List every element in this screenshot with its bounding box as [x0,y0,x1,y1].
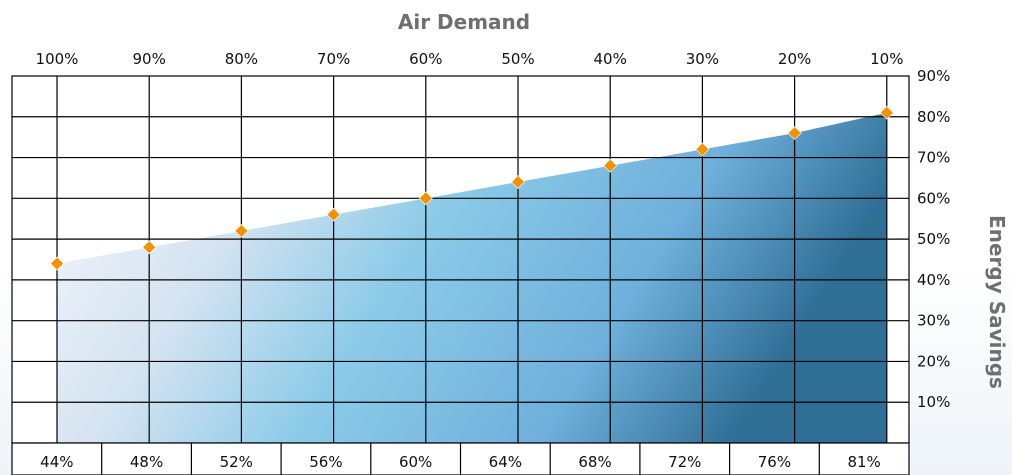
bottom-value-label: 48% [130,453,163,471]
y-tick-label: 30% [917,312,950,330]
x-axis-top-ticks: 100% 90% 80% 70% 60% 50% 40% 30% 20% 10% [36,50,904,68]
bottom-value-row: 44% 48% 52% 56% 60% 64% 68% 72% 76% 81% [12,443,909,475]
bottom-value-label: 44% [40,453,73,471]
x-top-tick-label: 100% [36,50,79,68]
y-axis-ticks: 90% 80% 70% 60% 50% 40% 30% 20% 10% [917,67,950,411]
bottom-value-label: 72% [668,453,701,471]
x-top-tick-label: 30% [686,50,719,68]
chart-title: Air Demand [398,10,530,34]
bottom-value-label: 68% [578,453,611,471]
x-top-tick-label: 70% [317,50,350,68]
y-tick-label: 20% [917,352,950,370]
x-top-tick-label: 90% [133,50,166,68]
x-top-tick-label: 80% [225,50,258,68]
bottom-value-label: 52% [220,453,253,471]
bottom-value-label: 60% [399,453,432,471]
bottom-value-label: 64% [489,453,522,471]
y-axis-label: Energy Savings [985,215,1009,389]
y-tick-label: 40% [917,271,950,289]
y-tick-label: 50% [917,230,950,248]
x-top-tick-label: 20% [778,50,811,68]
x-top-tick-label: 10% [870,50,903,68]
x-top-tick-label: 40% [594,50,627,68]
x-top-tick-label: 50% [501,50,534,68]
y-tick-label: 60% [917,189,950,207]
y-tick-label: 90% [917,67,950,85]
y-tick-label: 80% [917,108,950,126]
x-top-tick-label: 60% [409,50,442,68]
y-tick-label: 70% [917,149,950,167]
bottom-value-label: 56% [309,453,342,471]
bottom-value-label: 81% [847,453,880,471]
bottom-value-label: 76% [758,453,791,471]
y-tick-label: 10% [917,393,950,411]
